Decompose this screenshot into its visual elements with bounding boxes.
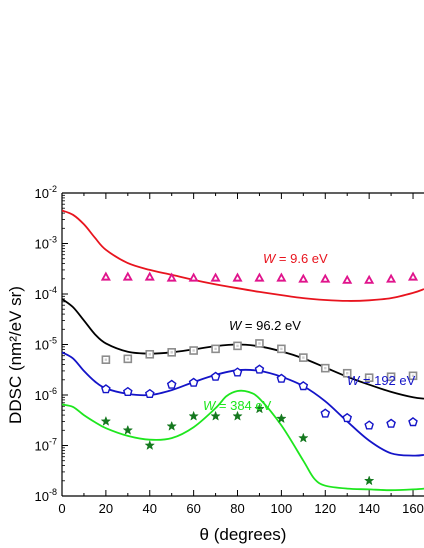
data-point-series-3 — [276, 373, 287, 383]
data-point-series-1 — [122, 271, 133, 281]
data-point-series-2 — [211, 344, 220, 354]
data-point-series-2 — [386, 372, 396, 382]
data-point-series-2 — [408, 371, 418, 381]
y-tick-label: 10-6 — [35, 386, 57, 403]
data-point-series-3 — [210, 371, 221, 381]
series-curve-4 — [62, 389, 424, 492]
x-tick-label: 0 — [58, 501, 65, 516]
x-tick-label: 140 — [358, 501, 380, 516]
curves-layer — [62, 209, 424, 492]
y-tick-label: 10-3 — [35, 235, 57, 252]
data-point-series-2 — [145, 349, 155, 359]
data-point-series-4 — [363, 475, 375, 486]
data-point-series-3 — [166, 379, 177, 389]
data-point-series-2 — [320, 363, 330, 373]
data-point-series-3 — [408, 417, 418, 427]
data-point-series-3 — [101, 384, 111, 394]
data-point-series-4 — [298, 432, 309, 443]
series-labels: W = 9.6 eV W = 96.2 eV W = 192 eV W = 384 e… — [203, 251, 416, 413]
y-axis-title: DDSC (nm²/eV sr) — [6, 286, 25, 424]
data-point-series-3 — [232, 367, 243, 377]
series-label-4: W = 384 eV — [203, 398, 272, 413]
series-curve-1 — [62, 209, 424, 302]
x-tick-label: 100 — [271, 501, 293, 516]
x-tick-label: 160 — [402, 501, 424, 516]
data-point-series-1 — [210, 272, 221, 282]
data-point-series-3 — [298, 381, 309, 391]
y-tick-label: 10-8 — [35, 487, 57, 504]
data-point-series-1 — [320, 273, 331, 283]
data-point-series-3 — [320, 408, 331, 418]
series-label-1: W = 9.6 eV — [263, 251, 328, 266]
data-point-series-4 — [188, 410, 199, 421]
y-tick-label: 10-7 — [35, 437, 57, 454]
series-label-3: W = 192 eV — [347, 373, 416, 388]
x-tick-label: 20 — [99, 501, 113, 516]
data-point-series-1 — [232, 272, 243, 282]
data-point-series-2 — [364, 373, 374, 383]
data-point-series-2 — [277, 344, 286, 354]
data-point-series-1 — [407, 271, 419, 281]
y-tick-label: 10-5 — [35, 336, 57, 353]
data-point-series-4 — [276, 413, 287, 424]
x-tick-label: 40 — [143, 501, 157, 516]
data-point-series-2 — [233, 341, 242, 351]
data-point-series-1 — [254, 272, 265, 282]
data-point-series-4 — [232, 410, 243, 421]
data-point-series-3 — [188, 377, 199, 387]
data-point-series-2 — [167, 348, 176, 357]
data-point-series-3 — [364, 420, 374, 430]
x-tick-label: 80 — [230, 501, 244, 516]
data-point-series-4 — [144, 439, 155, 450]
data-point-series-3 — [144, 388, 155, 398]
data-point-series-1 — [342, 274, 353, 284]
data-point-series-4 — [254, 403, 265, 414]
data-point-series-1 — [364, 274, 375, 284]
data-point-series-3 — [386, 418, 396, 428]
data-point-series-1 — [100, 271, 111, 281]
x-tick-label: 120 — [314, 501, 336, 516]
x-axis-title: θ (degrees) — [200, 525, 287, 544]
data-point-series-2 — [101, 355, 111, 365]
data-point-series-1 — [166, 272, 177, 282]
y-tick-label: 10-2 — [35, 184, 57, 201]
data-point-series-4 — [166, 420, 178, 431]
y-tick-label: 10-4 — [35, 285, 57, 302]
data-point-series-4 — [122, 424, 134, 435]
data-point-series-3 — [342, 412, 353, 423]
x-tick-label: 60 — [186, 501, 200, 516]
series-curve-2 — [62, 298, 424, 400]
data-point-series-1 — [188, 272, 199, 282]
data-point-series-2 — [189, 346, 198, 355]
data-point-series-1 — [386, 273, 397, 283]
series-label-2: W = 96.2 eV — [229, 318, 301, 333]
data-point-series-2 — [342, 368, 352, 378]
data-point-series-3 — [122, 386, 133, 396]
series-curve-3 — [62, 351, 424, 457]
data-point-series-1 — [298, 273, 309, 283]
data-point-series-1 — [144, 271, 155, 281]
data-point-series-2 — [255, 339, 264, 348]
data-point-series-3 — [254, 364, 265, 374]
data-point-series-4 — [210, 410, 221, 421]
data-point-series-1 — [276, 272, 287, 282]
data-point-series-2 — [123, 354, 133, 364]
data-point-series-2 — [299, 353, 308, 362]
markers-layer — [100, 271, 419, 486]
data-point-series-4 — [100, 415, 112, 426]
plot-axes: 0 20 40 60 80 100 120 140 160 10-2 10-3 10-4 10-5 10-… — [35, 184, 424, 516]
